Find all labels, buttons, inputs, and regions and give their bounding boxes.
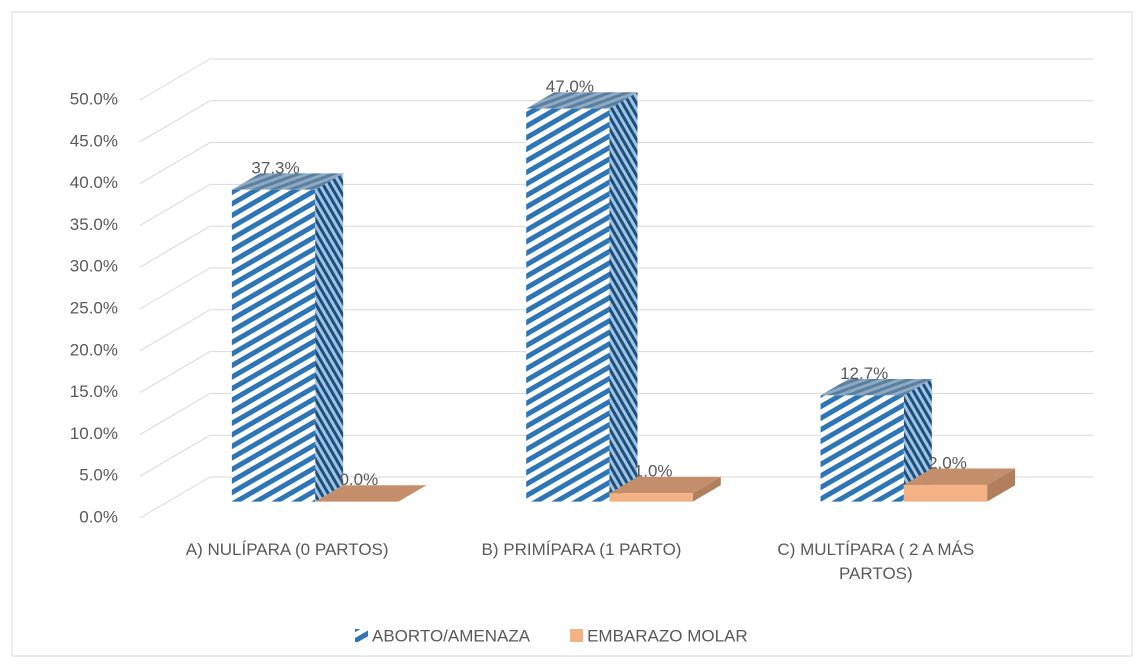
bar [526,108,610,502]
data-label: 0.0% [339,470,378,489]
grid-line [139,309,211,352]
bar-top [903,468,1016,485]
legend-label: ABORTO/AMENAZA [372,626,531,645]
y-tick-label: 50.0% [70,89,118,108]
y-tick-label: 30.0% [70,257,118,276]
bar-top [526,92,638,109]
x-tick-label: B) PRIMÍPARA (1 PARTO) [481,540,682,559]
y-tick-label: 5.0% [79,466,118,485]
bar-side [987,468,1016,502]
bar-side [315,173,344,502]
bar [820,395,904,502]
bar-top [231,173,344,190]
data-label: 2.0% [928,453,967,472]
y-tick-label: 40.0% [70,173,118,192]
y-tick-label: 0.0% [79,507,118,526]
y-tick-label: 35.0% [70,215,118,234]
grid-line [139,142,211,185]
bar [903,484,988,502]
grid-line [139,100,211,143]
bar-top [315,485,427,502]
grid-line [139,434,211,477]
bar [231,189,316,502]
x-tick-label: C) MULTÍPARA ( 2 A MÁS PARTOS) [777,540,975,583]
grid-line [139,392,211,435]
data-label: 1.0% [634,462,673,481]
y-tick-label: 15.0% [70,382,118,401]
data-label: 47.0% [546,77,594,96]
grid-line [139,267,211,310]
grid-line [139,351,211,394]
bar-top [820,379,932,396]
y-tick-label: 25.0% [70,298,118,317]
bar-side [692,476,721,502]
bar-side [903,379,932,502]
y-tick-label: 10.0% [70,424,118,443]
data-label: 37.3% [251,158,299,177]
legend-label: EMBARAZO MOLAR [587,626,748,645]
grid-line [139,225,211,268]
legend-swatch [355,629,368,642]
legend-swatch [570,629,584,642]
grid-line [139,58,211,101]
bar-side [609,92,638,502]
x-tick-label: A) NULÍPARA (0 PARTOS) [185,540,389,559]
grid-line [139,476,211,519]
y-tick-label: 20.0% [70,340,118,359]
data-label: 12.7% [840,364,888,383]
grid-line [139,183,211,226]
bar-top [609,476,721,494]
bar [609,493,693,502]
y-tick-label: 45.0% [70,131,118,150]
